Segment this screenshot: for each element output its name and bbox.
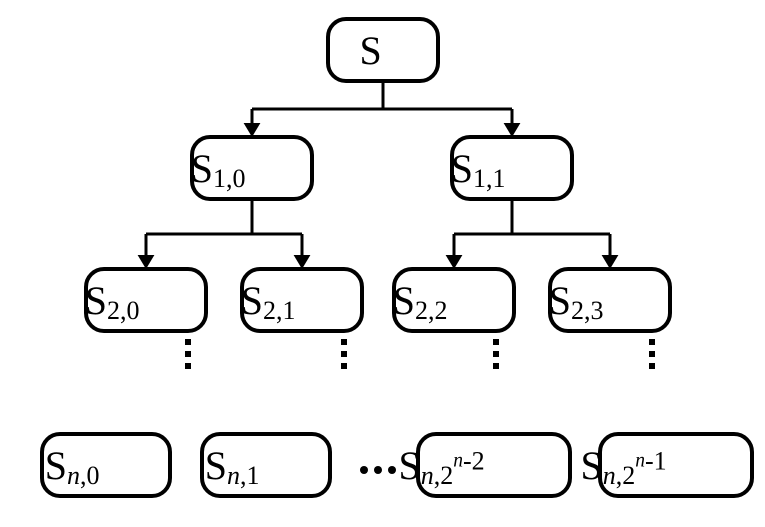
vdots bbox=[185, 339, 191, 345]
vdots bbox=[341, 363, 347, 369]
node-n23: S2,3 bbox=[549, 269, 670, 331]
node-n11: S1,1 bbox=[451, 137, 572, 199]
vdots bbox=[185, 351, 191, 357]
vdots bbox=[185, 363, 191, 369]
node-n22: S2,2 bbox=[393, 269, 514, 331]
node-nn2m1: Sn,2n-1 bbox=[580, 434, 752, 496]
node-box bbox=[328, 19, 438, 81]
hdots bbox=[388, 466, 396, 474]
node-label: S bbox=[359, 28, 381, 73]
tree-diagram: S S1,0 S1,1 S2,0 S2,1 S2,2 S2,3 Sn,0 Sn,1 Sn,2n-2… bbox=[0, 0, 765, 527]
vdots bbox=[649, 339, 655, 345]
vdots bbox=[493, 339, 499, 345]
vdots bbox=[649, 363, 655, 369]
node-n20: S2,0 bbox=[85, 269, 206, 331]
node-n21: S2,1 bbox=[241, 269, 362, 331]
hdots bbox=[360, 466, 368, 474]
hdots bbox=[374, 466, 382, 474]
node-root: S bbox=[328, 19, 438, 81]
vdots bbox=[341, 339, 347, 345]
node-nn1: Sn,1 bbox=[202, 434, 330, 496]
node-nn0: Sn,0 bbox=[42, 434, 170, 496]
vdots bbox=[493, 351, 499, 357]
vdots bbox=[341, 351, 347, 357]
vdots bbox=[649, 351, 655, 357]
node-n10: S1,0 bbox=[191, 137, 312, 199]
node-nn2m: Sn,2n-2 bbox=[398, 434, 570, 496]
vdots bbox=[493, 363, 499, 369]
